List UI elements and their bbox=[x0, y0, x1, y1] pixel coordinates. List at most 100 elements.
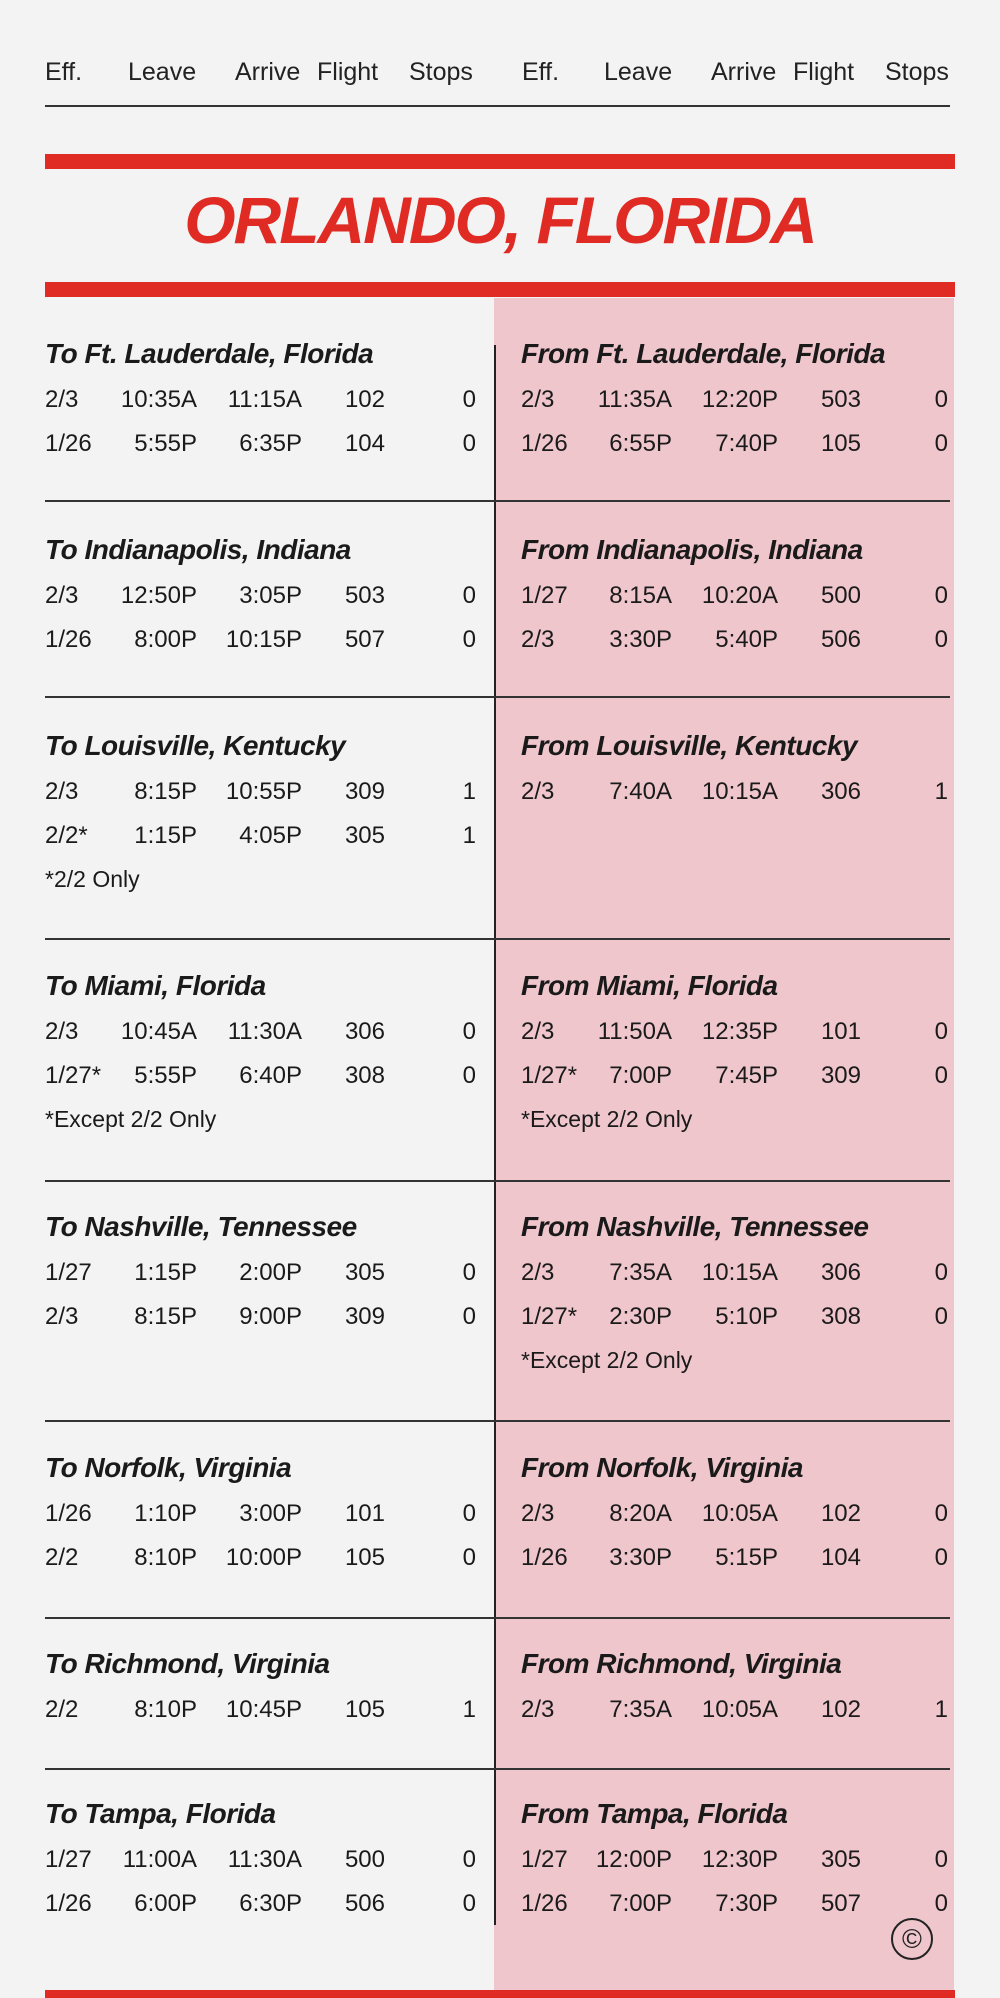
from-flight-eff: 1/27* bbox=[521, 1062, 578, 1089]
from-flight-leave: 8:20A bbox=[609, 1500, 672, 1527]
from-destination-title: From Indianapolis, Indiana bbox=[521, 534, 863, 565]
from-destination-title: From Tampa, Florida bbox=[521, 1798, 788, 1829]
section-divider bbox=[45, 696, 950, 698]
to-flight-stops: 0 bbox=[462, 1303, 476, 1330]
to-flight-leave: 8:15P bbox=[134, 1303, 197, 1330]
to-flight-flight: 105 bbox=[344, 1696, 385, 1723]
to-flight-flight: 507 bbox=[344, 626, 385, 653]
from-flight-stops: 0 bbox=[934, 1062, 948, 1089]
to-flight-arrive: 10:15P bbox=[225, 626, 302, 653]
from-flight-arrive: 5:15P bbox=[715, 1544, 778, 1571]
to-flight-leave: 1:10P bbox=[134, 1500, 197, 1527]
from-flight-eff: 2/3 bbox=[521, 1018, 555, 1045]
to-flight-leave: 8:10P bbox=[134, 1544, 197, 1571]
from-flight-flight: 305 bbox=[820, 1846, 861, 1873]
to-flight-flight: 306 bbox=[344, 1018, 385, 1045]
to-flight-arrive: 6:35P bbox=[239, 430, 302, 457]
to-flight-stops: 0 bbox=[462, 1846, 476, 1873]
from-flight-leave: 7:00P bbox=[609, 1062, 672, 1089]
from-flight-leave: 11:35A bbox=[597, 386, 672, 413]
from-destination-title: From Ft. Lauderdale, Florida bbox=[521, 338, 886, 369]
to-flight-arrive: 3:00P bbox=[239, 1500, 302, 1527]
from-flight-leave: 3:30P bbox=[609, 626, 672, 653]
to-flight-leave: 6:00P bbox=[134, 1890, 197, 1917]
from-flight-leave: 12:00P bbox=[595, 1846, 672, 1873]
to-flight-eff: 1/26 bbox=[45, 1890, 92, 1917]
to-flight-eff: 1/27* bbox=[45, 1062, 102, 1089]
from-flight-arrive: 7:30P bbox=[715, 1890, 778, 1917]
to-flight-stops: 0 bbox=[462, 1259, 476, 1286]
from-flight-stops: 0 bbox=[934, 626, 948, 653]
from-flight-flight: 102 bbox=[820, 1696, 861, 1723]
from-flight-leave: 3:30P bbox=[609, 1544, 672, 1571]
to-flight-eff: 2/2* bbox=[45, 822, 88, 849]
to-flight-flight: 308 bbox=[344, 1062, 385, 1089]
page-title: ORLANDO, FLORIDA bbox=[184, 183, 818, 257]
from-flight-stops: 0 bbox=[934, 1890, 948, 1917]
title-top-bar bbox=[45, 154, 955, 169]
to-flight-stops: 0 bbox=[462, 430, 476, 457]
to-flight-arrive: 9:00P bbox=[239, 1303, 302, 1330]
to-flight-eff: 1/27 bbox=[45, 1259, 92, 1286]
to-flight-stops: 0 bbox=[462, 1890, 476, 1917]
to-flight-stops: 0 bbox=[462, 582, 476, 609]
from-destination-title: From Richmond, Virginia bbox=[521, 1648, 842, 1679]
to-flight-arrive: 10:00P bbox=[225, 1544, 302, 1571]
from-flight-stops: 0 bbox=[934, 1500, 948, 1527]
to-flight-arrive: 6:30P bbox=[239, 1890, 302, 1917]
to-flight-leave: 12:50P bbox=[120, 582, 197, 609]
header-eff: Eff. bbox=[45, 58, 83, 86]
to-flight-arrive: 11:30A bbox=[227, 1018, 302, 1045]
from-destination-title: From Norfolk, Virginia bbox=[521, 1452, 804, 1483]
bottom-bar bbox=[45, 1990, 955, 1998]
from-flight-flight: 104 bbox=[820, 1544, 861, 1571]
from-flight-arrive: 5:40P bbox=[715, 626, 778, 653]
from-flight-leave: 6:55P bbox=[609, 430, 672, 457]
header-divider bbox=[45, 105, 950, 107]
from-flight-flight: 503 bbox=[820, 386, 861, 413]
from-flight-stops: 1 bbox=[934, 778, 948, 805]
to-flight-leave: 8:15P bbox=[134, 778, 197, 805]
to-flight-eff: 2/3 bbox=[45, 582, 79, 609]
to-flight-flight: 102 bbox=[344, 386, 385, 413]
from-flight-eff: 1/27* bbox=[521, 1303, 578, 1330]
to-flight-flight: 506 bbox=[344, 1890, 385, 1917]
header-arrive: Arrive bbox=[711, 58, 777, 86]
from-flight-arrive: 7:40P bbox=[715, 430, 778, 457]
from-flight-stops: 0 bbox=[934, 582, 948, 609]
to-flight-stops: 0 bbox=[462, 1500, 476, 1527]
from-flight-arrive: 12:20P bbox=[701, 386, 778, 413]
to-flight-flight: 309 bbox=[344, 778, 385, 805]
from-flight-flight: 506 bbox=[820, 626, 861, 653]
to-flight-flight: 500 bbox=[344, 1846, 385, 1873]
from-flight-eff: 2/3 bbox=[521, 626, 555, 653]
to-flight-eff: 1/26 bbox=[45, 1500, 92, 1527]
to-flight-eff: 2/2 bbox=[45, 1696, 79, 1723]
header-stops: Stops bbox=[409, 58, 473, 86]
to-flight-flight: 305 bbox=[344, 822, 385, 849]
to-flight-eff: 1/26 bbox=[45, 626, 92, 653]
from-destination-title: From Louisville, Kentucky bbox=[521, 730, 858, 761]
to-flight-leave: 10:35A bbox=[120, 386, 197, 413]
to-flight-leave: 8:00P bbox=[134, 626, 197, 653]
to-flight-eff: 1/26 bbox=[45, 430, 92, 457]
section-divider bbox=[45, 500, 950, 502]
to-destination-title: To Louisville, Kentucky bbox=[45, 730, 346, 761]
from-flight-arrive: 10:15A bbox=[701, 1259, 778, 1286]
from-flight-stops: 0 bbox=[934, 1846, 948, 1873]
to-flight-leave: 5:55P bbox=[134, 430, 197, 457]
header-leave: Leave bbox=[604, 58, 673, 86]
title-bottom-bar bbox=[45, 282, 955, 297]
to-flight-stops: 0 bbox=[462, 1544, 476, 1571]
to-destination-title: To Ft. Lauderdale, Florida bbox=[45, 338, 374, 369]
from-flight-leave: 8:15A bbox=[609, 582, 672, 609]
to-flight-eff: 2/3 bbox=[45, 778, 79, 805]
from-flight-arrive: 10:05A bbox=[701, 1696, 778, 1723]
from-flight-flight: 507 bbox=[820, 1890, 861, 1917]
to-flight-flight: 105 bbox=[344, 1544, 385, 1571]
from-flight-leave: 7:35A bbox=[609, 1696, 672, 1723]
to-flight-flight: 104 bbox=[344, 430, 385, 457]
from-schedule-note: *Except 2/2 Only bbox=[521, 1106, 693, 1132]
to-flight-leave: 8:10P bbox=[134, 1696, 197, 1723]
to-flight-flight: 305 bbox=[344, 1259, 385, 1286]
